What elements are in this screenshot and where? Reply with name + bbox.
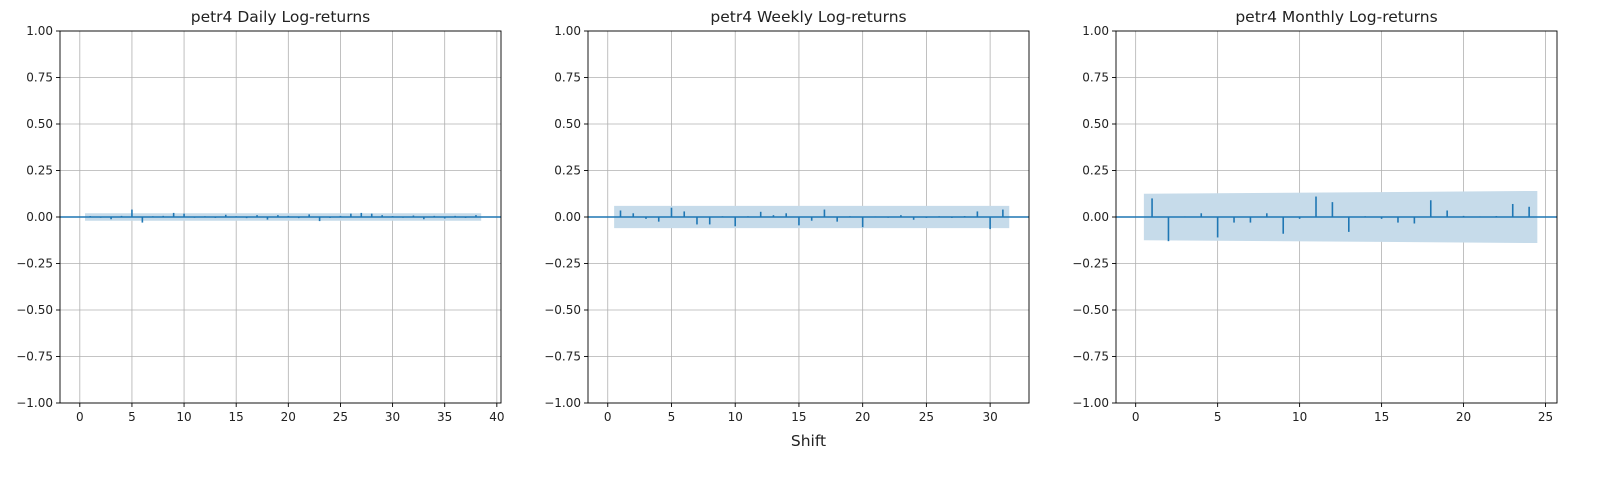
x-tick-label: 30	[385, 410, 400, 424]
y-tick-label: 0.25	[26, 164, 53, 178]
x-tick-label: 15	[791, 410, 806, 424]
y-tick-label: −0.75	[1072, 350, 1109, 364]
y-tick-label: 1.00	[26, 24, 53, 38]
y-tick-label: −1.00	[544, 396, 581, 410]
x-tick-label: 10	[1292, 410, 1307, 424]
x-tick-label: 5	[668, 410, 676, 424]
y-tick-label: 1.00	[554, 24, 581, 38]
x-tick-label: 15	[1374, 410, 1389, 424]
y-tick-label: 0.75	[1082, 71, 1109, 85]
y-tick-label: −0.75	[16, 350, 53, 364]
y-tick-label: 0.00	[554, 210, 581, 224]
x-tick-label: 40	[489, 410, 504, 424]
y-tick-label: 0.25	[1082, 164, 1109, 178]
x-tick-label: 20	[855, 410, 870, 424]
y-tick-label: 0.75	[554, 71, 581, 85]
x-tick-label: 0	[76, 410, 84, 424]
x-tick-label: 25	[333, 410, 348, 424]
x-tick-label: 20	[1456, 410, 1471, 424]
x-tick-label: 35	[437, 410, 452, 424]
y-tick-label: 1.00	[1082, 24, 1109, 38]
x-tick-label: 0	[1132, 410, 1140, 424]
x-axis-label: Shift	[791, 432, 826, 450]
y-tick-label: −0.50	[1072, 303, 1109, 317]
y-tick-label: 0.50	[26, 117, 53, 131]
panel-title-daily: petr4 Daily Log-returns	[191, 8, 371, 26]
y-tick-label: −0.75	[544, 350, 581, 364]
y-tick-label: 0.00	[26, 210, 53, 224]
y-tick-label: 0.75	[26, 71, 53, 85]
x-tick-label: 10	[728, 410, 743, 424]
y-tick-label: −0.25	[16, 257, 53, 271]
y-tick-label: 0.50	[1082, 117, 1109, 131]
panel-weekly: petr4 Weekly Log-returns 0 5 10 15 20 25 30 1.0…	[544, 8, 1030, 424]
y-tick-label: 0.00	[1082, 210, 1109, 224]
panel-monthly: petr4 Monthly Log-returns 0 5 10 15 20 25 1.00…	[1072, 8, 1558, 424]
x-tick-label: 30	[982, 410, 997, 424]
y-tick-label: −1.00	[16, 396, 53, 410]
x-tick-label: 10	[176, 410, 191, 424]
y-tick-label: −0.25	[544, 257, 581, 271]
x-tick-label: 15	[229, 410, 244, 424]
y-tick-label: 0.25	[554, 164, 581, 178]
y-tick-label: 0.50	[554, 117, 581, 131]
panel-daily: petr4 Daily Log-returns 0 5 10 15 20 25 30 35 40…	[16, 8, 504, 424]
x-tick-label: 20	[281, 410, 296, 424]
y-tick-label: −1.00	[1072, 396, 1109, 410]
x-tick-label: 25	[1538, 410, 1553, 424]
y-tick-label: −0.50	[544, 303, 581, 317]
x-tick-label: 0	[604, 410, 612, 424]
panel-title-monthly: petr4 Monthly Log-returns	[1235, 8, 1437, 26]
x-tick-label: 5	[128, 410, 136, 424]
x-tick-label: 25	[919, 410, 934, 424]
y-tick-label: −0.50	[16, 303, 53, 317]
y-tick-label: −0.25	[1072, 257, 1109, 271]
panel-title-weekly: petr4 Weekly Log-returns	[710, 8, 906, 26]
x-tick-label: 5	[1214, 410, 1222, 424]
